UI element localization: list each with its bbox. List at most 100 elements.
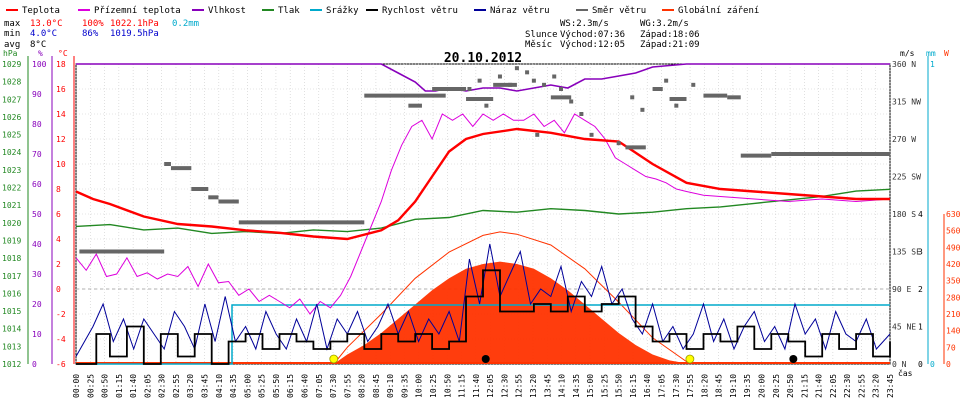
hpa-tick: 1021 (2, 201, 21, 210)
x-tick-label: 22:55 (857, 374, 866, 398)
hpa-tick: 1018 (2, 254, 21, 263)
x-tick-label: 10:00 (415, 374, 424, 398)
x-tick-label: 11:40 (472, 374, 481, 398)
w-tick: 350 (946, 277, 961, 286)
x-tick-label: 07:55 (343, 374, 352, 398)
ms-tick: 2 (918, 285, 923, 294)
series-felt-temp-line (75, 113, 891, 315)
x-tick-label: 02:55 (172, 374, 181, 398)
x-tick-label: 06:40 (300, 374, 309, 398)
hpa-tick: 1019 (2, 236, 21, 245)
x-tick-label: 13:20 (529, 374, 538, 398)
ms-tick: 4 (918, 210, 923, 219)
w-tick: 420 (946, 260, 961, 269)
x-tick-label: 03:45 (201, 374, 210, 398)
series-wind-direction-point (589, 132, 594, 137)
hpa-tick: 1029 (2, 60, 21, 69)
c-unit: °C (58, 49, 68, 58)
legend-label-gust: Náraz větru (490, 6, 550, 16)
series-wind-direction-point (674, 103, 679, 108)
w-tick: 140 (946, 327, 961, 336)
x-tick-label: 05:25 (258, 374, 267, 398)
series-wind-direction-point (579, 112, 584, 116)
x-tick-label: 15:25 (600, 374, 609, 398)
x-tick-label: 21:40 (815, 374, 824, 398)
plot-area (75, 63, 891, 365)
hpa-tick: 1014 (2, 325, 21, 334)
series-wind-direction-point (467, 87, 472, 91)
sunrise-marker (329, 354, 339, 364)
w-tick: 560 (946, 227, 961, 236)
pct-unit: % (38, 49, 43, 58)
x-tick-label: 12:55 (515, 374, 524, 398)
c-tick: 4 (56, 235, 61, 244)
hpa-tick: 1017 (2, 272, 21, 281)
hpa-tick: 1027 (2, 95, 21, 104)
dir-tick: 180 S (892, 210, 916, 219)
x-tick-label: 09:10 (386, 374, 395, 398)
hpa-tick: 1024 (2, 148, 21, 157)
x-tick-label: 21:15 (800, 374, 809, 398)
w-tick: 0 (946, 360, 951, 369)
x-tick-label: 02:30 (158, 374, 167, 398)
x-tick-label: 03:20 (186, 374, 195, 398)
series-wind-direction-point (616, 141, 621, 146)
stat-min-temp: 4.0°C (30, 29, 57, 39)
hpa-tick: 1012 (2, 360, 21, 369)
x-tick-label: 14:10 (558, 374, 567, 398)
x-tick-label: 14:35 (572, 374, 581, 398)
series-gust-line (75, 243, 891, 357)
x-tick-label: 00:00 (72, 374, 81, 398)
pct-tick: 40 (32, 240, 42, 249)
series-wind-direction-point (514, 66, 519, 71)
ms-tick: 1 (918, 323, 923, 332)
x-tick-label: 01:15 (115, 374, 124, 398)
stat-min-press: 1019.5hPa (110, 29, 159, 39)
hpa-tick: 1026 (2, 113, 21, 122)
series-wind-direction-point (569, 99, 574, 104)
x-tick-label: 20:25 (772, 374, 781, 398)
c-tick: 14 (56, 110, 66, 119)
mm-tick: 0 (930, 360, 935, 369)
stat-max-hum: 100% (82, 19, 104, 29)
x-tick-label: 01:40 (129, 374, 138, 398)
ms-tick: 0 (918, 360, 923, 369)
c-tick: 16 (56, 85, 66, 94)
stat-max-rain: 0.2mm (172, 19, 199, 29)
series-wind-direction-point (640, 107, 645, 112)
series-wind-direction-point (542, 82, 547, 87)
legend: Teplota Přízemní teplota Vlhkost Tlak Srážky… (6, 6, 759, 16)
x-tick-label: 09:35 (400, 374, 409, 398)
dir-tick: 270 W (892, 135, 916, 144)
x-tick-label: 17:30 (672, 374, 681, 398)
ms-unit: m/s (900, 49, 915, 58)
c-tick: 6 (56, 210, 61, 219)
x-tick-label: 22:30 (843, 374, 852, 398)
pct-tick: 0 (32, 360, 37, 369)
x-tick-label: 19:10 (729, 374, 738, 398)
series-wind-direction-point (531, 78, 536, 83)
info-sun-label: Slunce (525, 30, 558, 40)
pct-tick: 70 (32, 150, 42, 159)
series-wind-direction-point (484, 103, 489, 108)
stat-min-hum: 86% (82, 29, 99, 39)
series-wind-direction-point (664, 78, 669, 83)
ms-tick: 3 (918, 248, 923, 257)
stat-max-temp: 13.0°C (30, 19, 63, 29)
hpa-tick: 1025 (2, 131, 21, 140)
x-tick-label: 00:25 (86, 374, 95, 398)
series-pressure-line (75, 188, 891, 235)
x-tick-label: 00:50 (101, 374, 110, 398)
legend-label-press: Tlak (278, 6, 300, 16)
pct-tick: 20 (32, 300, 42, 309)
dir-tick: 45 NE (892, 323, 916, 332)
legend-label-hum: Vlhkost (208, 6, 246, 16)
c-tick: 8 (56, 185, 61, 194)
stat-avg-label: avg (4, 40, 20, 50)
moonrise-marker (481, 355, 490, 363)
pct-tick: 50 (32, 210, 42, 219)
dir-tick: 0 N (892, 360, 907, 369)
series-wind-direction-point (525, 70, 530, 75)
